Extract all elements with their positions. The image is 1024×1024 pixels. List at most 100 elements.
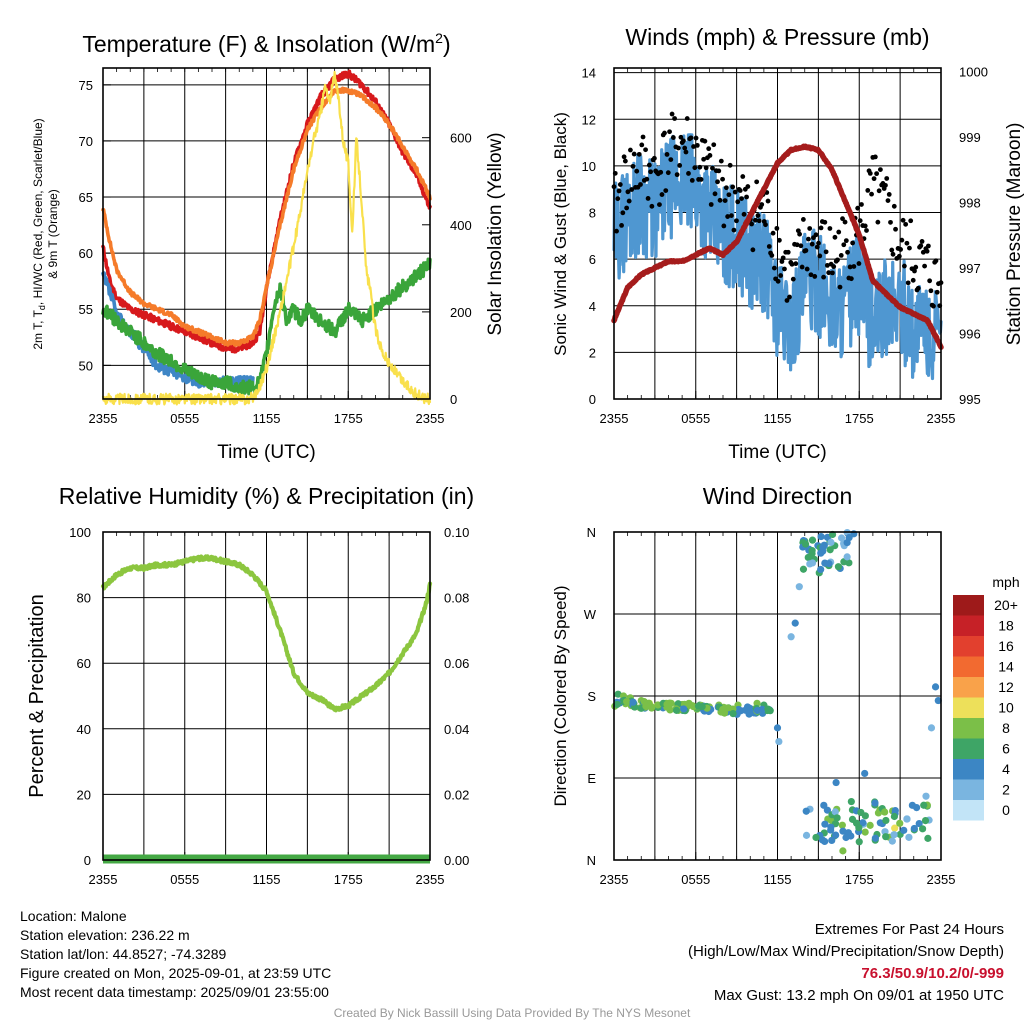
direction-point (931, 683, 940, 691)
gust-point (784, 298, 790, 303)
rh-line (100, 554, 433, 713)
gust-point (865, 187, 871, 193)
gust-point (648, 169, 654, 175)
gust-point (712, 191, 718, 197)
x-tick-label: 1155 (253, 411, 281, 426)
gust-point (765, 198, 771, 204)
y-axis-label-left-line2: & 9m T (Orange) (46, 189, 60, 279)
gust-point (827, 226, 833, 231)
x-tick-label: 0555 (170, 872, 199, 887)
gust-point (776, 237, 782, 243)
extremes-title: Extremes For Past 24 Hours (814, 921, 1004, 938)
x-tick-label: 2355 (927, 872, 956, 887)
gust-point (681, 138, 686, 144)
max-gust-text: Max Gust: 13.2 mph On 09/01 at 1950 UTC (713, 987, 1004, 1004)
direction-point (903, 815, 911, 823)
gust-point (737, 188, 743, 193)
direction-point (698, 702, 706, 711)
gust-point (616, 188, 622, 194)
gust-point (674, 172, 680, 178)
colorbar-tick-label: 12 (998, 679, 1014, 695)
gust-point (750, 247, 756, 253)
direction-point (817, 565, 825, 574)
direction-point (812, 833, 820, 842)
gust-point (770, 230, 776, 236)
gust-point (903, 221, 909, 227)
location-text: Location: Malone (20, 908, 127, 924)
x-tick-label: 2355 (89, 872, 118, 887)
gust-point (630, 163, 636, 169)
gust-point (835, 257, 840, 263)
direction-point (623, 698, 631, 706)
direction-point (848, 815, 857, 823)
direction-point (663, 700, 671, 708)
y2-tick-label: 997 (959, 261, 981, 276)
gust-point (896, 253, 902, 259)
gust-point (667, 129, 672, 135)
gust-point (722, 198, 728, 204)
y-tick-label: 8 (589, 206, 596, 221)
gust-point (823, 249, 829, 255)
gust-point (789, 261, 795, 267)
direction-point (831, 808, 839, 816)
y-tick-label: 6 (589, 252, 596, 267)
direction-point (866, 821, 874, 829)
direction-point (614, 690, 622, 698)
gust-point (721, 223, 727, 229)
gust-point (727, 162, 733, 168)
gust-point (766, 244, 772, 249)
gust-point (707, 153, 713, 158)
gust-point (900, 217, 906, 223)
gust-point (785, 249, 791, 255)
colorbar-tick-label: 4 (1002, 761, 1010, 777)
gust-point (638, 182, 643, 187)
gust-point (797, 231, 802, 237)
gust-point (670, 135, 676, 140)
direction-point (843, 538, 851, 547)
y-axis-label-right: Station Pressure (Maroon) (1004, 123, 1024, 346)
colorbar-swatch (953, 800, 984, 821)
y-tick-label: 0 (589, 392, 596, 407)
y-tick-label: N (587, 525, 596, 540)
y-tick-label: E (587, 771, 596, 786)
direction-point (828, 836, 836, 845)
direction-point (808, 536, 817, 544)
gust-point (876, 188, 882, 194)
gust-point (732, 189, 738, 195)
gust-point (769, 253, 775, 258)
y-tick-label: 12 (582, 112, 596, 127)
gust-point (725, 214, 731, 219)
direction-point (802, 807, 810, 815)
gust-point (620, 210, 626, 216)
plot-border (102, 67, 431, 400)
series-line-yellow (101, 70, 432, 406)
gust-point (842, 219, 848, 225)
gust-point (851, 264, 857, 269)
gust-point (665, 170, 671, 176)
gust-point (910, 277, 916, 283)
gust-point (847, 264, 853, 270)
colorbar-tick-label: 16 (998, 638, 1014, 654)
direction-point (642, 702, 650, 710)
gust-point (631, 151, 637, 157)
gust-point (793, 261, 799, 267)
y-tick-label: 65 (79, 190, 93, 205)
colorbar-tick-label: 20+ (994, 597, 1018, 613)
y-tick-label: 100 (69, 525, 91, 540)
gust-point (822, 219, 828, 225)
colorbar-tick-label: 8 (1002, 720, 1010, 736)
direction-point (753, 706, 761, 715)
gust-point (664, 152, 670, 157)
x-tick-label: 0555 (681, 872, 710, 887)
gust-point (888, 219, 893, 225)
gust-point (701, 156, 707, 162)
y-axis-label-left: Percent & Precipitation (26, 594, 48, 797)
gust-point (857, 218, 863, 224)
gust-point (711, 142, 717, 148)
gust-point (706, 146, 712, 152)
gust-point (703, 165, 709, 171)
direction-point (839, 827, 847, 835)
gust-point (659, 192, 665, 197)
gust-point (919, 239, 925, 244)
